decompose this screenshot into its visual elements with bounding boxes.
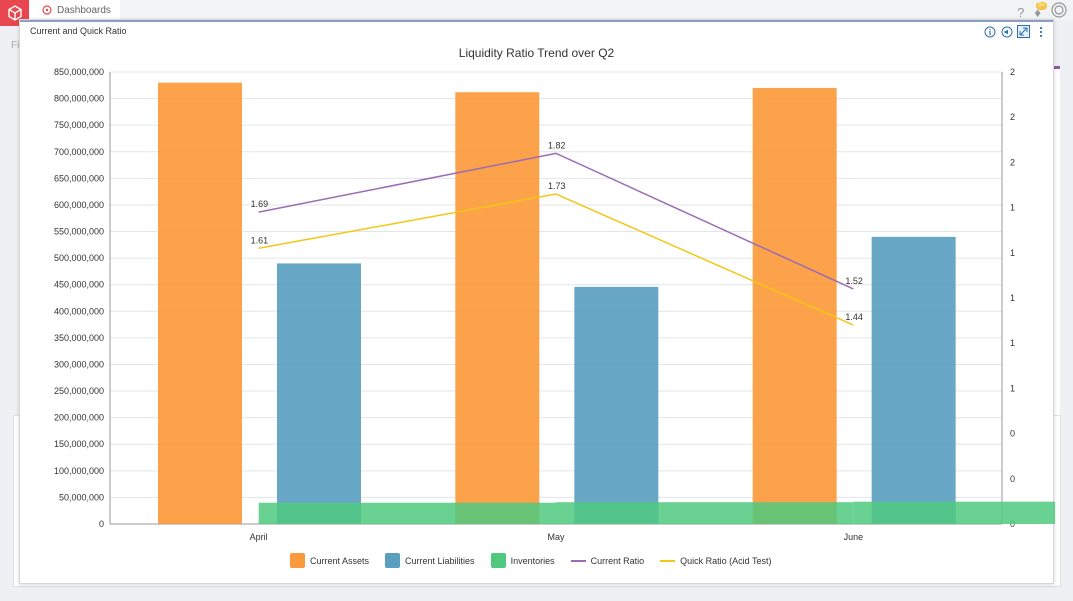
bar-current-liabilities [277, 263, 361, 524]
legend-label: Quick Ratio (Acid Test) [680, 555, 772, 566]
y2-tick-label: 0 [1010, 429, 1015, 439]
speaker-icon[interactable] [1000, 25, 1013, 38]
bar-current-assets [455, 92, 540, 524]
chart-area: 0 50,000,000 100,000,000 150,000,000 200,000… [54, 67, 1055, 542]
x-tick-label: April [250, 532, 268, 542]
top-right-toolbar: ? ♦ 9+ [1017, 1, 1067, 23]
y-tick-label: 300,000,000 [54, 359, 104, 369]
y2-tick-label: 2 [1010, 157, 1015, 167]
legend-label: Current Ratio [590, 555, 645, 566]
data-label: 1.44 [845, 312, 863, 322]
modal-top-line [20, 20, 1053, 22]
more-icon[interactable] [1034, 25, 1047, 38]
y-tick-label: 250,000,000 [54, 386, 104, 396]
background-text: Fi [11, 40, 20, 51]
bar-inventories [258, 502, 556, 524]
legend-label: Inventories [510, 555, 555, 566]
legend-swatch-current-assets [290, 553, 305, 568]
legend-swatch-current-liabilities [385, 553, 401, 568]
legend-current-assets[interactable]: Current Assets [290, 553, 369, 568]
x-tick-label: May [547, 532, 565, 542]
modal-toolbar [983, 25, 1047, 38]
y-tick-label: 700,000,000 [54, 147, 104, 157]
bar-current-assets [752, 87, 837, 524]
legend-line-quick-ratio [660, 559, 676, 562]
y-tick-label: 400,000,000 [54, 306, 104, 316]
y-tick-label: 50,000,000 [59, 492, 104, 502]
chart-legend: Current Assets Current Liabilities Inven… [290, 553, 772, 568]
data-label: 1.69 [251, 199, 269, 209]
data-label: 1.61 [251, 235, 269, 245]
background-widget-edge [1054, 66, 1060, 416]
data-label: 1.52 [845, 276, 863, 286]
x-tick-label: June [844, 532, 864, 542]
bar-current-liabilities [871, 236, 956, 525]
app-logo[interactable] [0, 0, 29, 26]
y2-tick-label: 1 [1010, 293, 1015, 303]
y2-tick-label: 2 [1010, 112, 1015, 122]
legend-quick-ratio[interactable]: Quick Ratio (Acid Test) [660, 555, 772, 566]
y2-tick-label: 1 [1010, 383, 1015, 393]
app-top-bar [0, 0, 1073, 20]
y-tick-label: 0 [99, 519, 104, 529]
legend-swatch-inventories [490, 553, 506, 568]
bell-icon[interactable]: ♦ 9+ [1034, 1, 1047, 20]
bar-inventories [853, 501, 1055, 524]
y-tick-label: 500,000,000 [54, 253, 104, 263]
help-icon[interactable]: ? [1017, 4, 1025, 20]
legend-current-ratio[interactable]: Current Ratio [570, 555, 645, 566]
chart-title: Liquidity Ratio Trend over Q2 [458, 46, 615, 60]
modal-title: Current and Quick Ratio [30, 26, 127, 36]
info-icon[interactable] [983, 25, 996, 38]
nav-tab-label: Dashboards [57, 4, 111, 16]
legend-inventories[interactable]: Inventories [490, 553, 555, 568]
y-tick-label: 450,000,000 [54, 280, 104, 290]
y2-tick-label: 1 [1010, 203, 1015, 213]
data-label: 1.82 [548, 140, 566, 150]
notification-badge: 9+ [1036, 1, 1047, 10]
bar-current-assets [158, 82, 242, 524]
legend-label: Current Liabilities [405, 555, 475, 566]
cube-logo-icon [7, 5, 22, 21]
y2-tick-label: 1 [1010, 248, 1015, 258]
bar-inventories [556, 502, 854, 524]
y2-tick-label: 2 [1010, 67, 1015, 77]
line-quick-ratio [258, 193, 854, 326]
y-tick-label: 200,000,000 [54, 413, 104, 423]
line-current-ratio [258, 152, 854, 290]
background-widget-accent [1054, 66, 1060, 69]
y-tick-label: 800,000,000 [54, 94, 104, 104]
y-tick-label: 350,000,000 [54, 333, 104, 343]
legend-current-liabilities[interactable]: Current Liabilities [385, 553, 475, 568]
y2-tick-label: 0 [1010, 474, 1015, 484]
y-tick-label: 100,000,000 [54, 466, 104, 476]
y-tick-label: 750,000,000 [54, 120, 104, 130]
y-tick-label: 600,000,000 [54, 200, 104, 210]
chart-modal: Current and Quick Ratio Liquidity Ratio … [19, 19, 1055, 584]
y-tick-label: 850,000,000 [54, 67, 104, 77]
expand-icon[interactable] [1017, 25, 1030, 38]
legend-line-current-ratio [570, 559, 586, 562]
legend-label: Current Assets [310, 555, 370, 566]
y-tick-label: 550,000,000 [54, 227, 104, 237]
data-label: 1.73 [548, 181, 566, 191]
y-tick-label: 150,000,000 [54, 439, 104, 449]
nav-tab-dashboards[interactable]: Dashboards [30, 0, 120, 20]
bar-current-liabilities [574, 286, 659, 524]
y2-tick-label: 1 [1010, 338, 1015, 348]
y-tick-label: 650,000,000 [54, 173, 104, 183]
settings-ring-icon[interactable] [1051, 2, 1067, 23]
dashboard-icon [42, 5, 52, 15]
